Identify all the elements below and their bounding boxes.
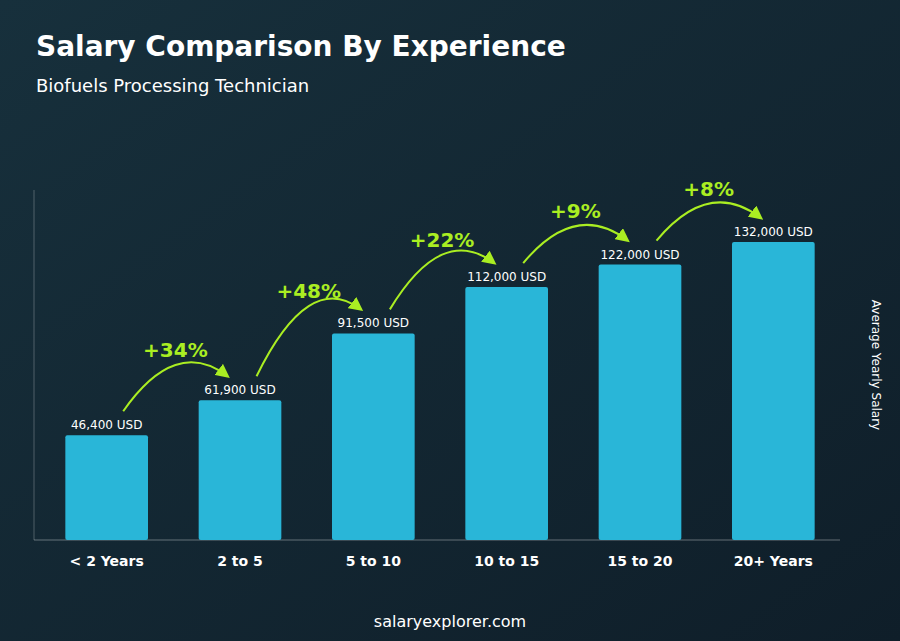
bar — [65, 435, 148, 540]
baseline — [34, 540, 840, 541]
category-label: 5 to 10 — [346, 553, 402, 569]
bar — [199, 400, 282, 540]
bar — [599, 265, 682, 540]
annotation: +34% — [143, 338, 208, 362]
data-label: 61,900 USD — [204, 383, 275, 397]
subtitle: Biofuels Processing Technician — [36, 75, 309, 96]
data-label: 122,000 USD — [600, 248, 679, 262]
y-axis-label: Average Yearly Salary — [869, 300, 883, 430]
value-axis-line — [34, 190, 35, 540]
bars — [65, 242, 814, 540]
bar — [732, 242, 815, 540]
footer: salaryexplorer.com — [374, 612, 526, 631]
title: Salary Comparison By Experience — [36, 30, 566, 63]
arrow — [523, 225, 627, 263]
arrow — [123, 362, 227, 411]
background — [0, 0, 900, 641]
arrow — [390, 250, 494, 309]
bar — [465, 287, 548, 540]
data-label: 132,000 USD — [734, 225, 813, 239]
data-label: 112,000 USD — [467, 270, 546, 284]
chart: Salary Comparison By Experience Biofuels … — [0, 0, 900, 641]
annotation: +48% — [276, 279, 341, 303]
category-label: 20+ Years — [734, 553, 813, 569]
arrow — [657, 202, 761, 240]
arrow — [257, 298, 361, 376]
annotation: +9% — [550, 199, 601, 223]
category-label: 2 to 5 — [217, 553, 263, 569]
annotation: +8% — [683, 177, 734, 201]
data-label: 46,400 USD — [71, 418, 142, 432]
annotation: +22% — [410, 228, 475, 252]
bar — [332, 333, 415, 540]
data-label: 91,500 USD — [338, 316, 409, 330]
category-label: 10 to 15 — [474, 553, 539, 569]
category-label: < 2 Years — [70, 553, 144, 569]
category-label: 15 to 20 — [607, 553, 672, 569]
